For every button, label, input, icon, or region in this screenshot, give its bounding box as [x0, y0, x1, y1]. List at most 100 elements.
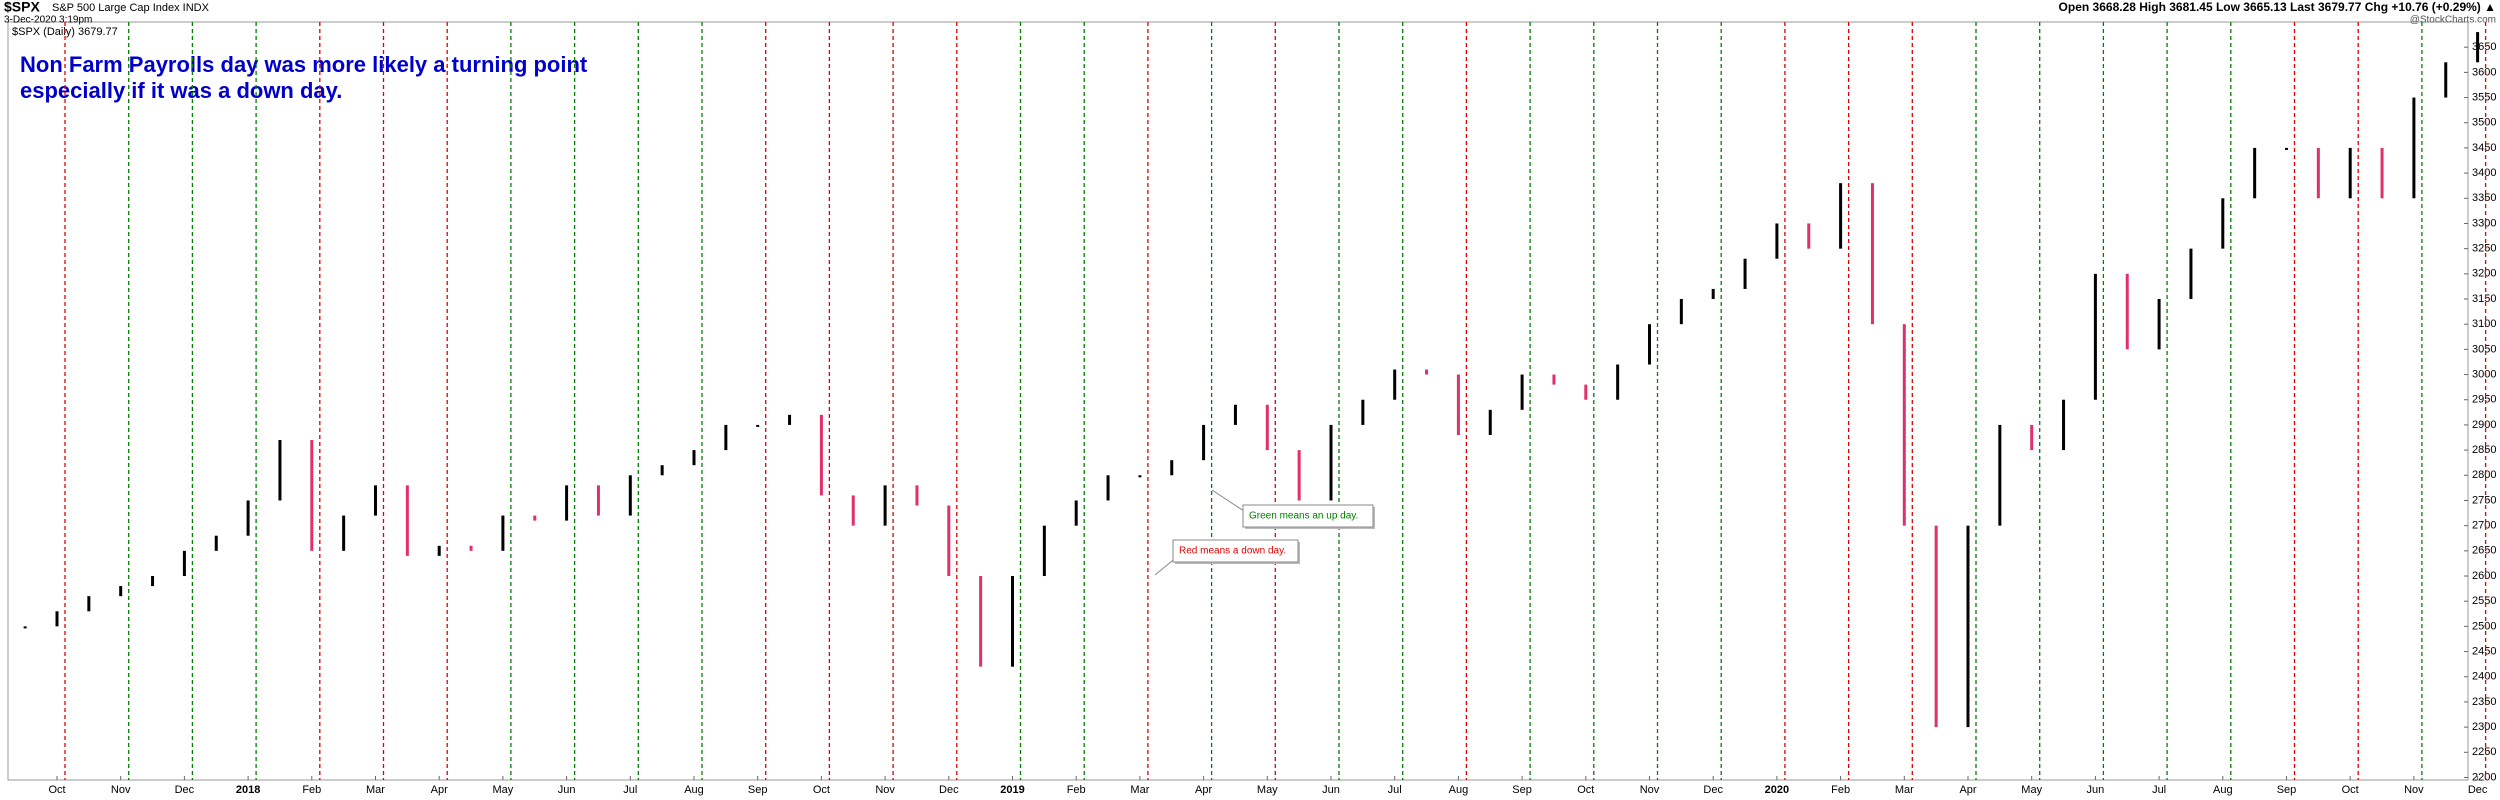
price-bar — [979, 576, 983, 667]
plot-frame — [7, 21, 2469, 781]
y-tick-label: 2700 — [2472, 520, 2496, 532]
price-bar — [883, 485, 887, 526]
y-tick-label: 2550 — [2472, 595, 2496, 607]
price-bar — [1297, 450, 1301, 501]
price-bar — [2348, 147, 2352, 199]
x-tick-label: Feb — [1067, 784, 1086, 796]
price-bar — [2380, 147, 2384, 199]
annotation: especially if it was a down day. — [20, 78, 342, 103]
price-bar — [1998, 424, 2002, 526]
price-bar — [87, 596, 91, 612]
y-tick-label: 3250 — [2472, 243, 2496, 255]
price-bar — [1361, 399, 1365, 425]
price-bar — [501, 515, 505, 551]
x-tick-label: Dec — [1703, 784, 1723, 796]
x-tick-label: Feb — [1831, 784, 1850, 796]
x-tick-label: May — [2021, 784, 2042, 796]
x-tick-label: Oct — [1577, 784, 1594, 796]
x-tick-label: Oct — [2342, 784, 2359, 796]
price-bar — [23, 626, 27, 629]
subtitle: S&P 500 Large Cap Index INDX — [52, 2, 210, 14]
price-bar — [819, 414, 823, 496]
price-bar — [2189, 248, 2193, 300]
y-tick-label: 3200 — [2472, 268, 2496, 280]
x-tick-label: Sep — [2277, 784, 2297, 796]
y-tick-label: 3500 — [2472, 117, 2496, 129]
y-tick-label: 2800 — [2472, 469, 2496, 481]
price-bar — [374, 485, 377, 516]
y-tick-label: 2350 — [2472, 696, 2496, 708]
x-tick-label: Aug — [1449, 784, 1469, 796]
price-bar — [2093, 273, 2097, 400]
price-bar — [1743, 258, 1747, 289]
price-bar — [1520, 374, 1524, 410]
x-tick-label: Mar — [1130, 784, 1149, 796]
price-bar — [1584, 384, 1588, 400]
y-tick-label: 2300 — [2472, 721, 2496, 733]
x-tick-label: Jul — [623, 784, 637, 796]
price-bar — [1616, 364, 1620, 400]
price-bar — [2030, 424, 2034, 451]
price-bar — [1011, 576, 1014, 667]
price-bar — [469, 545, 473, 551]
price-bar — [1042, 525, 1046, 577]
callout-text: Red means a down day. — [1179, 546, 1286, 557]
price-bar — [915, 485, 919, 506]
price-bar — [1807, 223, 1811, 249]
price-bar — [628, 475, 632, 516]
price-bar — [1934, 525, 1938, 728]
y-tick-label: 2200 — [2472, 771, 2496, 783]
price-bar — [1202, 424, 1206, 461]
price-bar — [1552, 374, 1556, 385]
y-tick-label: 3450 — [2472, 142, 2496, 154]
price-bar — [724, 424, 728, 451]
price-bar — [692, 450, 696, 466]
annotation: Non Farm Payrolls day was more likely a … — [20, 52, 588, 77]
price-bar — [1648, 324, 1651, 365]
price-bar — [2412, 97, 2416, 199]
y-tick-label: 2600 — [2472, 570, 2496, 582]
x-tick-label: Apr — [1195, 784, 1212, 796]
y-tick-label: 3100 — [2472, 318, 2496, 330]
x-tick-label: Dec — [2468, 784, 2488, 796]
price-bar — [1425, 369, 1429, 375]
price-bar — [405, 485, 409, 556]
x-tick-label: Sep — [1512, 784, 1532, 796]
price-bar — [1138, 475, 1142, 478]
x-tick-label: May — [1257, 784, 1278, 796]
x-tick-label: Jul — [2152, 784, 2166, 796]
x-tick-label: Aug — [2213, 784, 2233, 796]
y-tick-label: 3550 — [2472, 91, 2496, 103]
price-bar — [2157, 299, 2161, 350]
y-tick-label: 3600 — [2472, 66, 2496, 78]
watermark: @StockCharts.com — [2410, 15, 2496, 26]
price-bar — [2125, 273, 2129, 350]
price-bar — [1902, 324, 1906, 526]
price-bar — [1966, 525, 1970, 728]
price-bar — [2476, 32, 2480, 63]
price-bar — [1679, 299, 1683, 325]
y-tick-label: 2450 — [2472, 645, 2496, 657]
callout-box — [1242, 504, 1374, 528]
price-bar — [182, 550, 186, 577]
price-bar — [2316, 147, 2320, 199]
price-bar — [533, 515, 537, 521]
x-tick-label: Apr — [431, 784, 448, 796]
x-tick-label: Oct — [813, 784, 830, 796]
callout-box — [1172, 539, 1299, 563]
price-bar — [151, 576, 155, 587]
price-bar — [756, 424, 760, 427]
y-tick-label: 3300 — [2472, 217, 2496, 229]
x-tick-label: 2019 — [1000, 784, 1024, 796]
price-bar — [1074, 500, 1078, 526]
price-bar — [851, 495, 855, 526]
price-bar — [437, 545, 441, 556]
y-tick-label: 3000 — [2472, 368, 2496, 380]
x-tick-label: Sep — [748, 784, 768, 796]
price-bar — [1711, 288, 1715, 300]
x-tick-label: 2018 — [236, 784, 260, 796]
x-tick-label: Aug — [684, 784, 704, 796]
price-bar — [2253, 147, 2257, 199]
x-tick-label: Feb — [302, 784, 321, 796]
